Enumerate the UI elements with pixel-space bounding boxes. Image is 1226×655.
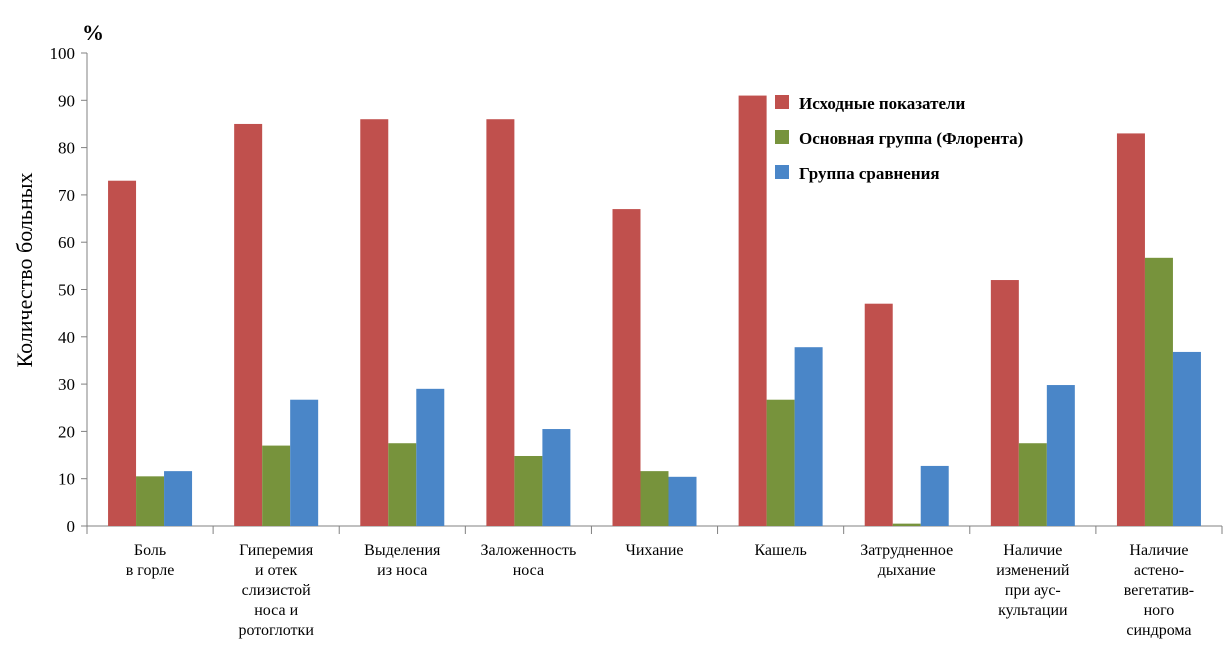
y-tick-label: 90 — [58, 91, 75, 110]
bar — [612, 209, 641, 526]
y-axis-label: Количество больных — [12, 172, 37, 367]
x-tick-label: Наличие астено-вегетатив-ного синдрома — [1124, 542, 1194, 639]
y-tick-label: 50 — [58, 281, 75, 300]
bar — [864, 303, 893, 526]
bar — [1144, 257, 1173, 526]
y-tick-label: 70 — [58, 186, 75, 205]
legend-swatch — [775, 95, 789, 109]
x-tick-label: Затрудненное дыхание — [860, 542, 953, 579]
bar — [136, 476, 165, 526]
bar — [1046, 385, 1075, 526]
y-tick-label: 100 — [50, 44, 76, 63]
bar — [290, 399, 319, 526]
y-tick-label: 60 — [58, 233, 75, 252]
x-tick-label: Боль в горле — [126, 542, 175, 579]
y-tick-label: 80 — [58, 139, 75, 158]
bar — [1172, 351, 1201, 526]
bars — [108, 95, 1201, 526]
y-tick-label: 0 — [67, 517, 76, 536]
legend-label: Группа сравнения — [799, 164, 940, 183]
bar — [108, 180, 137, 526]
bar — [1018, 443, 1047, 526]
y-tick-label: 30 — [58, 375, 75, 394]
bar — [388, 443, 417, 526]
bar — [794, 347, 823, 526]
bar — [668, 476, 697, 526]
bar — [164, 471, 193, 526]
bar — [640, 471, 669, 526]
y-tick-label: 10 — [58, 470, 75, 489]
legend-swatch — [775, 130, 789, 144]
x-tick-label: Кашель — [754, 542, 806, 559]
bar — [262, 445, 291, 526]
x-tick-label: Выделения из носа — [364, 542, 441, 579]
legend-label: Основная группа (Флорента) — [799, 129, 1023, 148]
y-tick-label: 20 — [58, 422, 75, 441]
x-tick-label: Гиперемия и отек слизистой носа и ротоглотки — [238, 542, 314, 639]
y-unit-label: % — [82, 20, 104, 45]
legend-label: Исходные показатели — [799, 94, 966, 113]
category-labels: Боль в горле Гиперемия и отек слизистой носа … — [126, 542, 1194, 639]
x-tick-label: Чихание — [625, 542, 683, 559]
legend: Исходные показатели Основная группа (Флор… — [775, 94, 1023, 183]
bar — [920, 465, 949, 526]
bar — [738, 95, 767, 526]
bar — [1116, 133, 1145, 526]
bar — [486, 119, 515, 526]
legend-swatch — [775, 165, 789, 179]
bar — [416, 388, 445, 526]
bar — [766, 399, 795, 526]
bar — [892, 523, 921, 526]
y-tick-label: 40 — [58, 328, 75, 347]
bar — [234, 123, 263, 526]
bar — [360, 119, 389, 526]
x-tick-label: Наличие изменений при аус-культации — [996, 542, 1070, 619]
x-tick-label: Заложенность носа — [481, 542, 577, 579]
bar — [542, 429, 571, 526]
bar — [514, 455, 543, 526]
bar — [990, 280, 1019, 526]
